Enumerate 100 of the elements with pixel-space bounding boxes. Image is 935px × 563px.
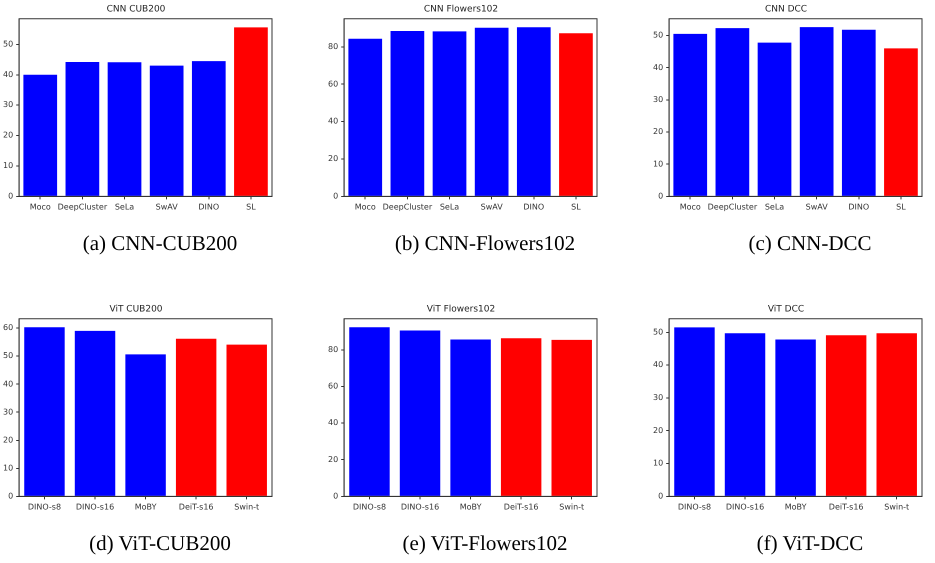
bar (390, 30, 424, 196)
bar (876, 333, 917, 496)
y-tick-label: 80 (328, 42, 338, 51)
y-tick-label: 40 (652, 62, 664, 72)
x-tick-label: DINO-s8 (28, 502, 62, 512)
bar (349, 327, 390, 496)
bar (842, 30, 876, 196)
y-tick-label: 0 (8, 191, 14, 200)
x-tick-label: Moco (680, 202, 701, 212)
bar (432, 31, 466, 196)
x-tick-label: SwAV (480, 202, 504, 212)
bar (724, 333, 766, 496)
bar (23, 74, 58, 196)
x-tick-label: SeLa (114, 202, 134, 212)
y-tick-label: 50 (2, 39, 14, 48)
x-tick-label: MoBY (460, 502, 482, 512)
chart-title: CNN CUB200 (106, 4, 166, 15)
x-tick-label: DINO (198, 202, 220, 212)
text: (e) ViT-Flowers102 (402, 531, 568, 556)
x-tick-label: Moco (30, 202, 51, 212)
bar (66, 62, 100, 196)
y-tick-label: 30 (652, 392, 664, 402)
chart-title: ViT Flowers102 (426, 304, 496, 315)
text: (b) CNN-Flowers102 (394, 231, 576, 256)
text: (f) ViT-DCC (756, 531, 864, 556)
bar (192, 61, 226, 196)
text: (c) CNN-DCC (747, 231, 873, 256)
x-tick-label: DeepCluster (382, 202, 433, 212)
y-tick-label: 20 (2, 435, 14, 444)
y-tick-label: 10 (2, 161, 14, 170)
x-tick-label: DeiT-s16 (504, 502, 539, 512)
x-tick-label: SwAV (806, 202, 828, 212)
bar (500, 338, 542, 496)
x-tick-label: Swin-t (234, 502, 260, 512)
y-tick-label: 50 (2, 351, 14, 360)
bar (800, 27, 834, 196)
bar (108, 62, 142, 196)
x-tick-label: DINO-s16 (726, 502, 764, 512)
x-tick-label: SL (571, 202, 582, 212)
bar (884, 48, 918, 196)
text: (d) ViT-CUB200 (88, 531, 232, 556)
x-tick-label: DINO-s16 (76, 502, 114, 512)
x-tick-label: DeepCluster (708, 202, 758, 212)
y-tick-label: 40 (2, 70, 14, 79)
y-tick-label: 80 (328, 344, 338, 354)
chart-title: ViT DCC (768, 304, 804, 315)
x-tick-label: DINO (523, 202, 544, 212)
y-tick-label: 50 (652, 30, 664, 40)
bar (674, 327, 715, 496)
y-tick-label: 60 (328, 382, 338, 391)
bar (150, 66, 184, 196)
x-tick-label: DINO (848, 202, 870, 212)
bar (234, 27, 268, 196)
y-tick-label: 50 (652, 327, 664, 336)
y-tick-label: 0 (8, 491, 14, 500)
x-tick-label: Swin-t (559, 502, 584, 512)
y-tick-label: 40 (2, 379, 14, 388)
bar (775, 339, 816, 496)
y-tick-label: 40 (652, 360, 664, 370)
x-tick-label: DINO-s8 (352, 502, 386, 512)
text: (a) CNN-CUB200 (82, 231, 238, 256)
y-tick-label: 20 (328, 154, 338, 164)
y-tick-label: 20 (652, 127, 664, 136)
y-tick-label: 30 (2, 100, 14, 110)
x-tick-label: SeLa (440, 202, 460, 212)
y-tick-label: 10 (652, 159, 664, 168)
bar (450, 340, 491, 496)
y-tick-label: 20 (328, 454, 338, 464)
x-tick-label: DeiT-s16 (828, 502, 864, 512)
bar (673, 34, 708, 196)
bar (24, 327, 65, 496)
bar (826, 335, 866, 496)
bar (716, 28, 750, 196)
x-tick-label: MoBY (784, 502, 807, 512)
bar (758, 42, 792, 196)
y-tick-label: 30 (2, 407, 14, 416)
y-tick-label: 40 (328, 116, 338, 126)
y-tick-label: 40 (328, 418, 338, 428)
y-tick-label: 10 (652, 458, 664, 468)
bar (226, 344, 267, 496)
x-tick-label: SL (246, 202, 256, 212)
x-tick-label: DINO-s8 (678, 502, 712, 512)
x-tick-label: DeepCluster (58, 202, 108, 212)
bar (74, 330, 116, 496)
x-tick-label: SwAV (156, 202, 178, 212)
y-tick-label: 20 (652, 426, 664, 435)
x-tick-label: SL (896, 202, 906, 212)
bar (348, 38, 382, 196)
x-tick-label: SeLa (764, 202, 784, 212)
y-tick-label: 0 (658, 191, 664, 200)
y-tick-label: 0 (333, 191, 338, 200)
x-tick-label: Swin-t (884, 502, 910, 512)
chart-title: CNN Flowers102 (424, 4, 498, 15)
y-tick-label: 0 (333, 491, 338, 500)
y-tick-label: 30 (652, 94, 664, 104)
bar (551, 340, 592, 496)
x-tick-label: DeiT-s16 (178, 502, 214, 512)
y-tick-label: 60 (328, 79, 338, 88)
chart-title: ViT CUB200 (109, 304, 163, 315)
bar (559, 33, 593, 196)
